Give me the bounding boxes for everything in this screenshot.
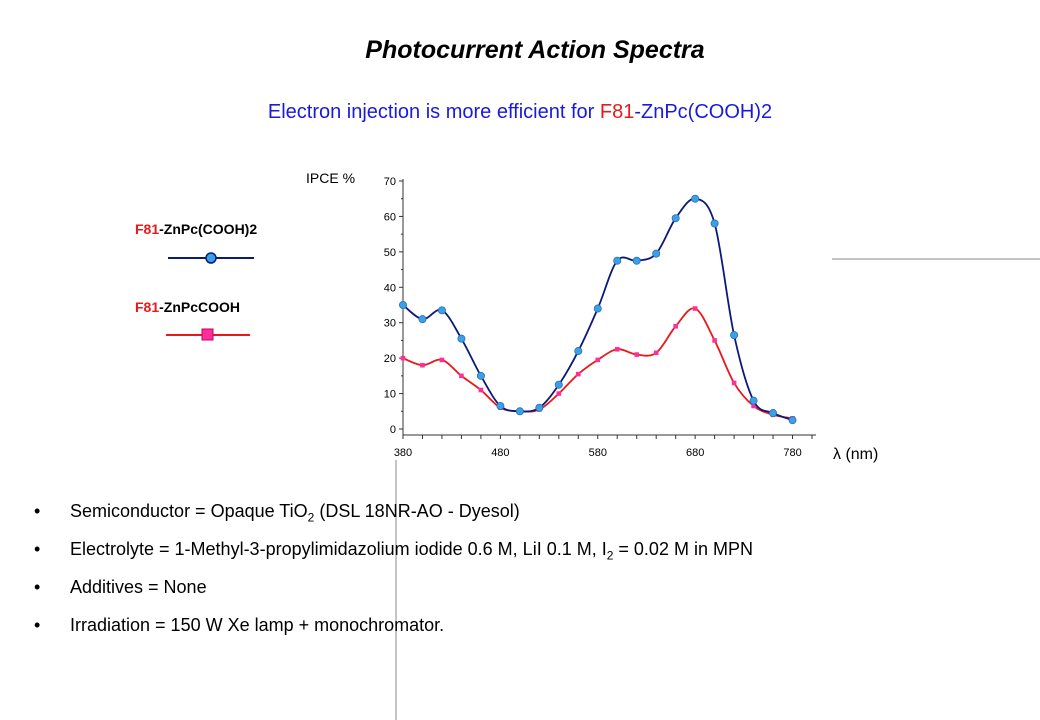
- data-point-series-1: [593, 304, 602, 313]
- data-point-series-2: [731, 380, 737, 386]
- data-point-series-1: [476, 371, 485, 380]
- data-point-series-1: [788, 416, 797, 425]
- data-point-series-1: [632, 256, 641, 265]
- legend-label-1-suffix: -ZnPc(COOH)2: [159, 221, 258, 237]
- data-point-series-2: [478, 387, 484, 393]
- data-point-series-2: [614, 346, 620, 352]
- y-tick-label: 10: [384, 389, 396, 401]
- data-point-series-1: [437, 306, 446, 315]
- data-point-series-1: [613, 256, 622, 265]
- data-point-series-2: [459, 373, 464, 379]
- data-point-series-1: [515, 407, 524, 416]
- y-tick-label: 40: [384, 282, 396, 294]
- bullet-symbol: •: [34, 615, 41, 635]
- series-line-2: [402, 307, 793, 420]
- bullet-text: Electrolyte = 1-Methyl-3-propylimidazoli…: [70, 538, 753, 567]
- legend-swatch-marker-1: [205, 252, 217, 264]
- y-tick-label: 70: [384, 176, 396, 188]
- data-point-series-2: [595, 357, 601, 363]
- data-point-series-1: [730, 331, 739, 340]
- data-point-series-1: [398, 300, 407, 309]
- y-tick-label: 20: [384, 353, 396, 365]
- subtitle: Electron injection is more efficient for…: [0, 101, 1040, 124]
- bullet-text-part: Semiconductor = Opaque TiO: [70, 501, 308, 521]
- bullet-text-part: (DSL 18NR-AO - Dyesol): [314, 501, 520, 521]
- data-point-series-2: [653, 350, 659, 356]
- y-tick-label: 0: [390, 424, 396, 436]
- chart-decor: [395, 258, 1040, 720]
- y-tick-label: 30: [384, 318, 396, 330]
- bullet-symbol: •: [34, 501, 41, 521]
- y-tick-label: 60: [384, 211, 396, 223]
- chart-axes: 0 10 20 30 40 50 60 70 380 480 580 680 780: [384, 176, 816, 459]
- x-axis-label: λ (nm): [833, 446, 878, 463]
- subtitle-prefix: Electron injection is more efficient for: [267, 101, 600, 123]
- chart-series: [398, 194, 797, 425]
- data-point-series-2: [556, 391, 562, 396]
- legend-swatch-marker-2: [201, 328, 214, 341]
- legend-swatches: [166, 252, 254, 341]
- bullet-text: Additives = None: [70, 576, 207, 598]
- y-axis-label: IPCE %: [306, 170, 355, 186]
- data-point-series-1: [554, 380, 563, 389]
- x-tick-label: 780: [783, 447, 801, 459]
- data-point-series-2: [673, 323, 678, 329]
- data-point-series-1: [496, 401, 505, 410]
- data-point-series-1: [574, 347, 583, 356]
- data-point-series-2: [692, 306, 698, 311]
- legend-label-1-prefix: F81: [135, 221, 160, 237]
- legend-label-series-1: F81-ZnPc(COOH)2: [135, 221, 257, 237]
- data-point-series-1: [710, 219, 719, 228]
- bullet-text-part: Electrolyte = 1-Methyl-3-propylimidazoli…: [70, 539, 607, 559]
- x-tick-label: 380: [394, 447, 412, 459]
- data-point-series-2: [634, 352, 640, 357]
- bullet-symbol: •: [34, 539, 41, 559]
- data-point-series-1: [749, 396, 758, 405]
- data-point-series-2: [575, 371, 581, 377]
- bullet-symbol: •: [34, 577, 41, 597]
- data-point-series-1: [691, 194, 700, 203]
- data-point-series-1: [457, 334, 466, 343]
- data-point-series-1: [652, 249, 661, 258]
- page-title: Photocurrent Action Spectra: [365, 36, 705, 64]
- data-point-series-2: [751, 403, 756, 409]
- y-tick-label: 50: [384, 247, 396, 259]
- data-point-series-2: [420, 362, 425, 368]
- bullet-subscript: 2: [307, 510, 315, 525]
- bullet-text: Irradiation = 150 W Xe lamp + monochroma…: [70, 614, 444, 636]
- data-point-series-1: [671, 214, 680, 223]
- bullet-text-part: Additives = None: [70, 577, 207, 597]
- subtitle-highlight: F81: [599, 101, 635, 123]
- subtitle-suffix: -ZnPc(COOH)2: [634, 101, 773, 123]
- data-point-series-2: [712, 338, 717, 343]
- legend-label-2-prefix: F81: [135, 299, 160, 315]
- legend-label-series-2: F81-ZnPcCOOH: [135, 299, 240, 315]
- x-tick-label: 580: [589, 447, 607, 459]
- data-point-series-1: [535, 403, 544, 412]
- bullet-text-part: = 0.02 M in MPN: [613, 539, 753, 559]
- bullet-text: Semiconductor = Opaque TiO2 (DSL 18NR-AO…: [70, 500, 520, 529]
- bullet-subscript: 2: [606, 548, 614, 563]
- series-line-1: [402, 197, 793, 421]
- data-point-series-2: [400, 355, 406, 361]
- bullet-text-part: Irradiation = 150 W Xe lamp + monochroma…: [70, 615, 445, 635]
- legend-label-2-suffix: -ZnPcCOOH: [159, 299, 241, 315]
- data-point-series-2: [439, 357, 445, 363]
- x-tick-label: 480: [491, 447, 509, 459]
- data-point-series-1: [418, 315, 427, 324]
- x-tick-label: 680: [686, 447, 704, 459]
- data-point-series-1: [769, 409, 778, 418]
